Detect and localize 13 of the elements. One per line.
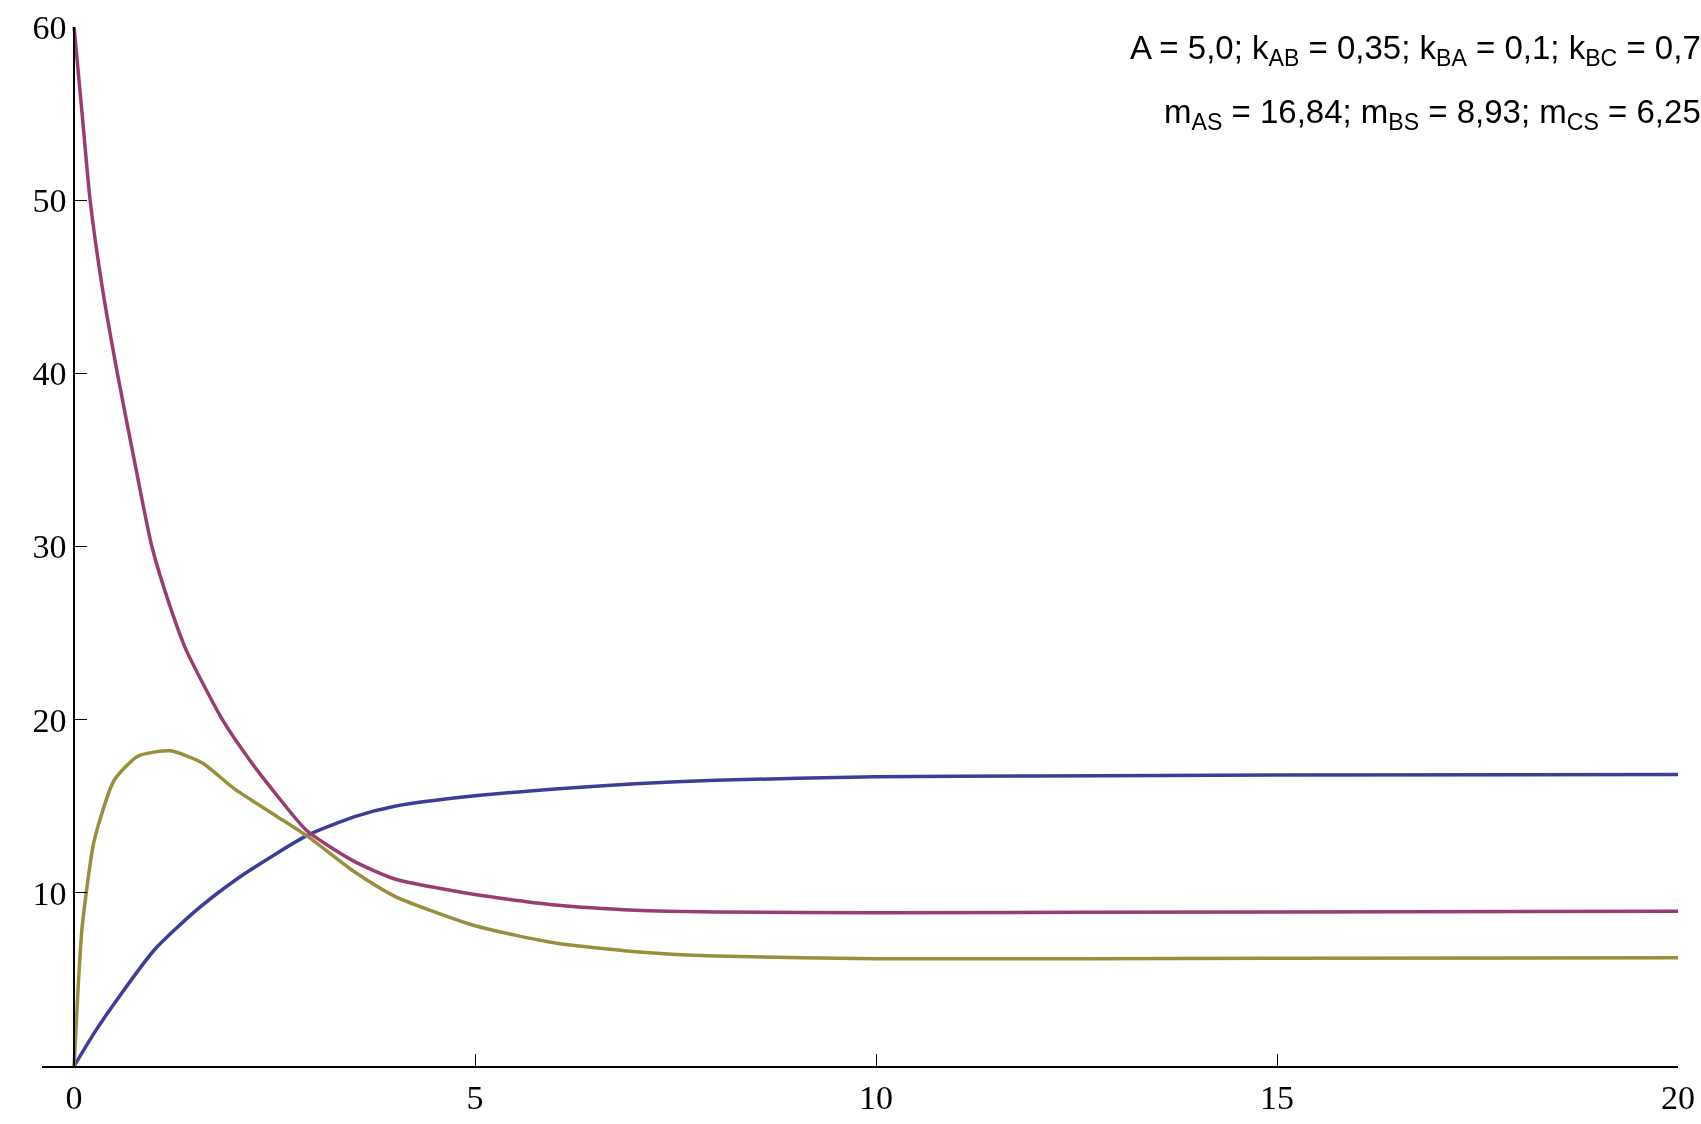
x-tick-label: 0 [65,1078,83,1116]
y-tick-label: 10 [32,874,67,912]
annotation: A = 5,0; k$_{AB}$ = 0,35; k$_{BA}$ = 0,1; k$_{BC}$ = 0,7 [1130,29,1701,71]
x-tick-label: 10 [859,1078,894,1116]
y-tick-label: 50 [32,182,67,220]
y-tick-label: 20 [32,701,67,739]
x-tick-label: 15 [1260,1078,1295,1116]
y-tick-label: 40 [32,355,67,393]
y-tick-label: 60 [32,8,67,46]
x-tick-label: 5 [466,1078,484,1116]
y-tick-label: 30 [32,528,67,566]
x-tick-label: 20 [1661,1078,1695,1116]
annotation: m$_{AS}$ = 16,84; m$_{BS}$ = 8,93; m$_{CS}$ = 6,25 [1164,93,1701,135]
